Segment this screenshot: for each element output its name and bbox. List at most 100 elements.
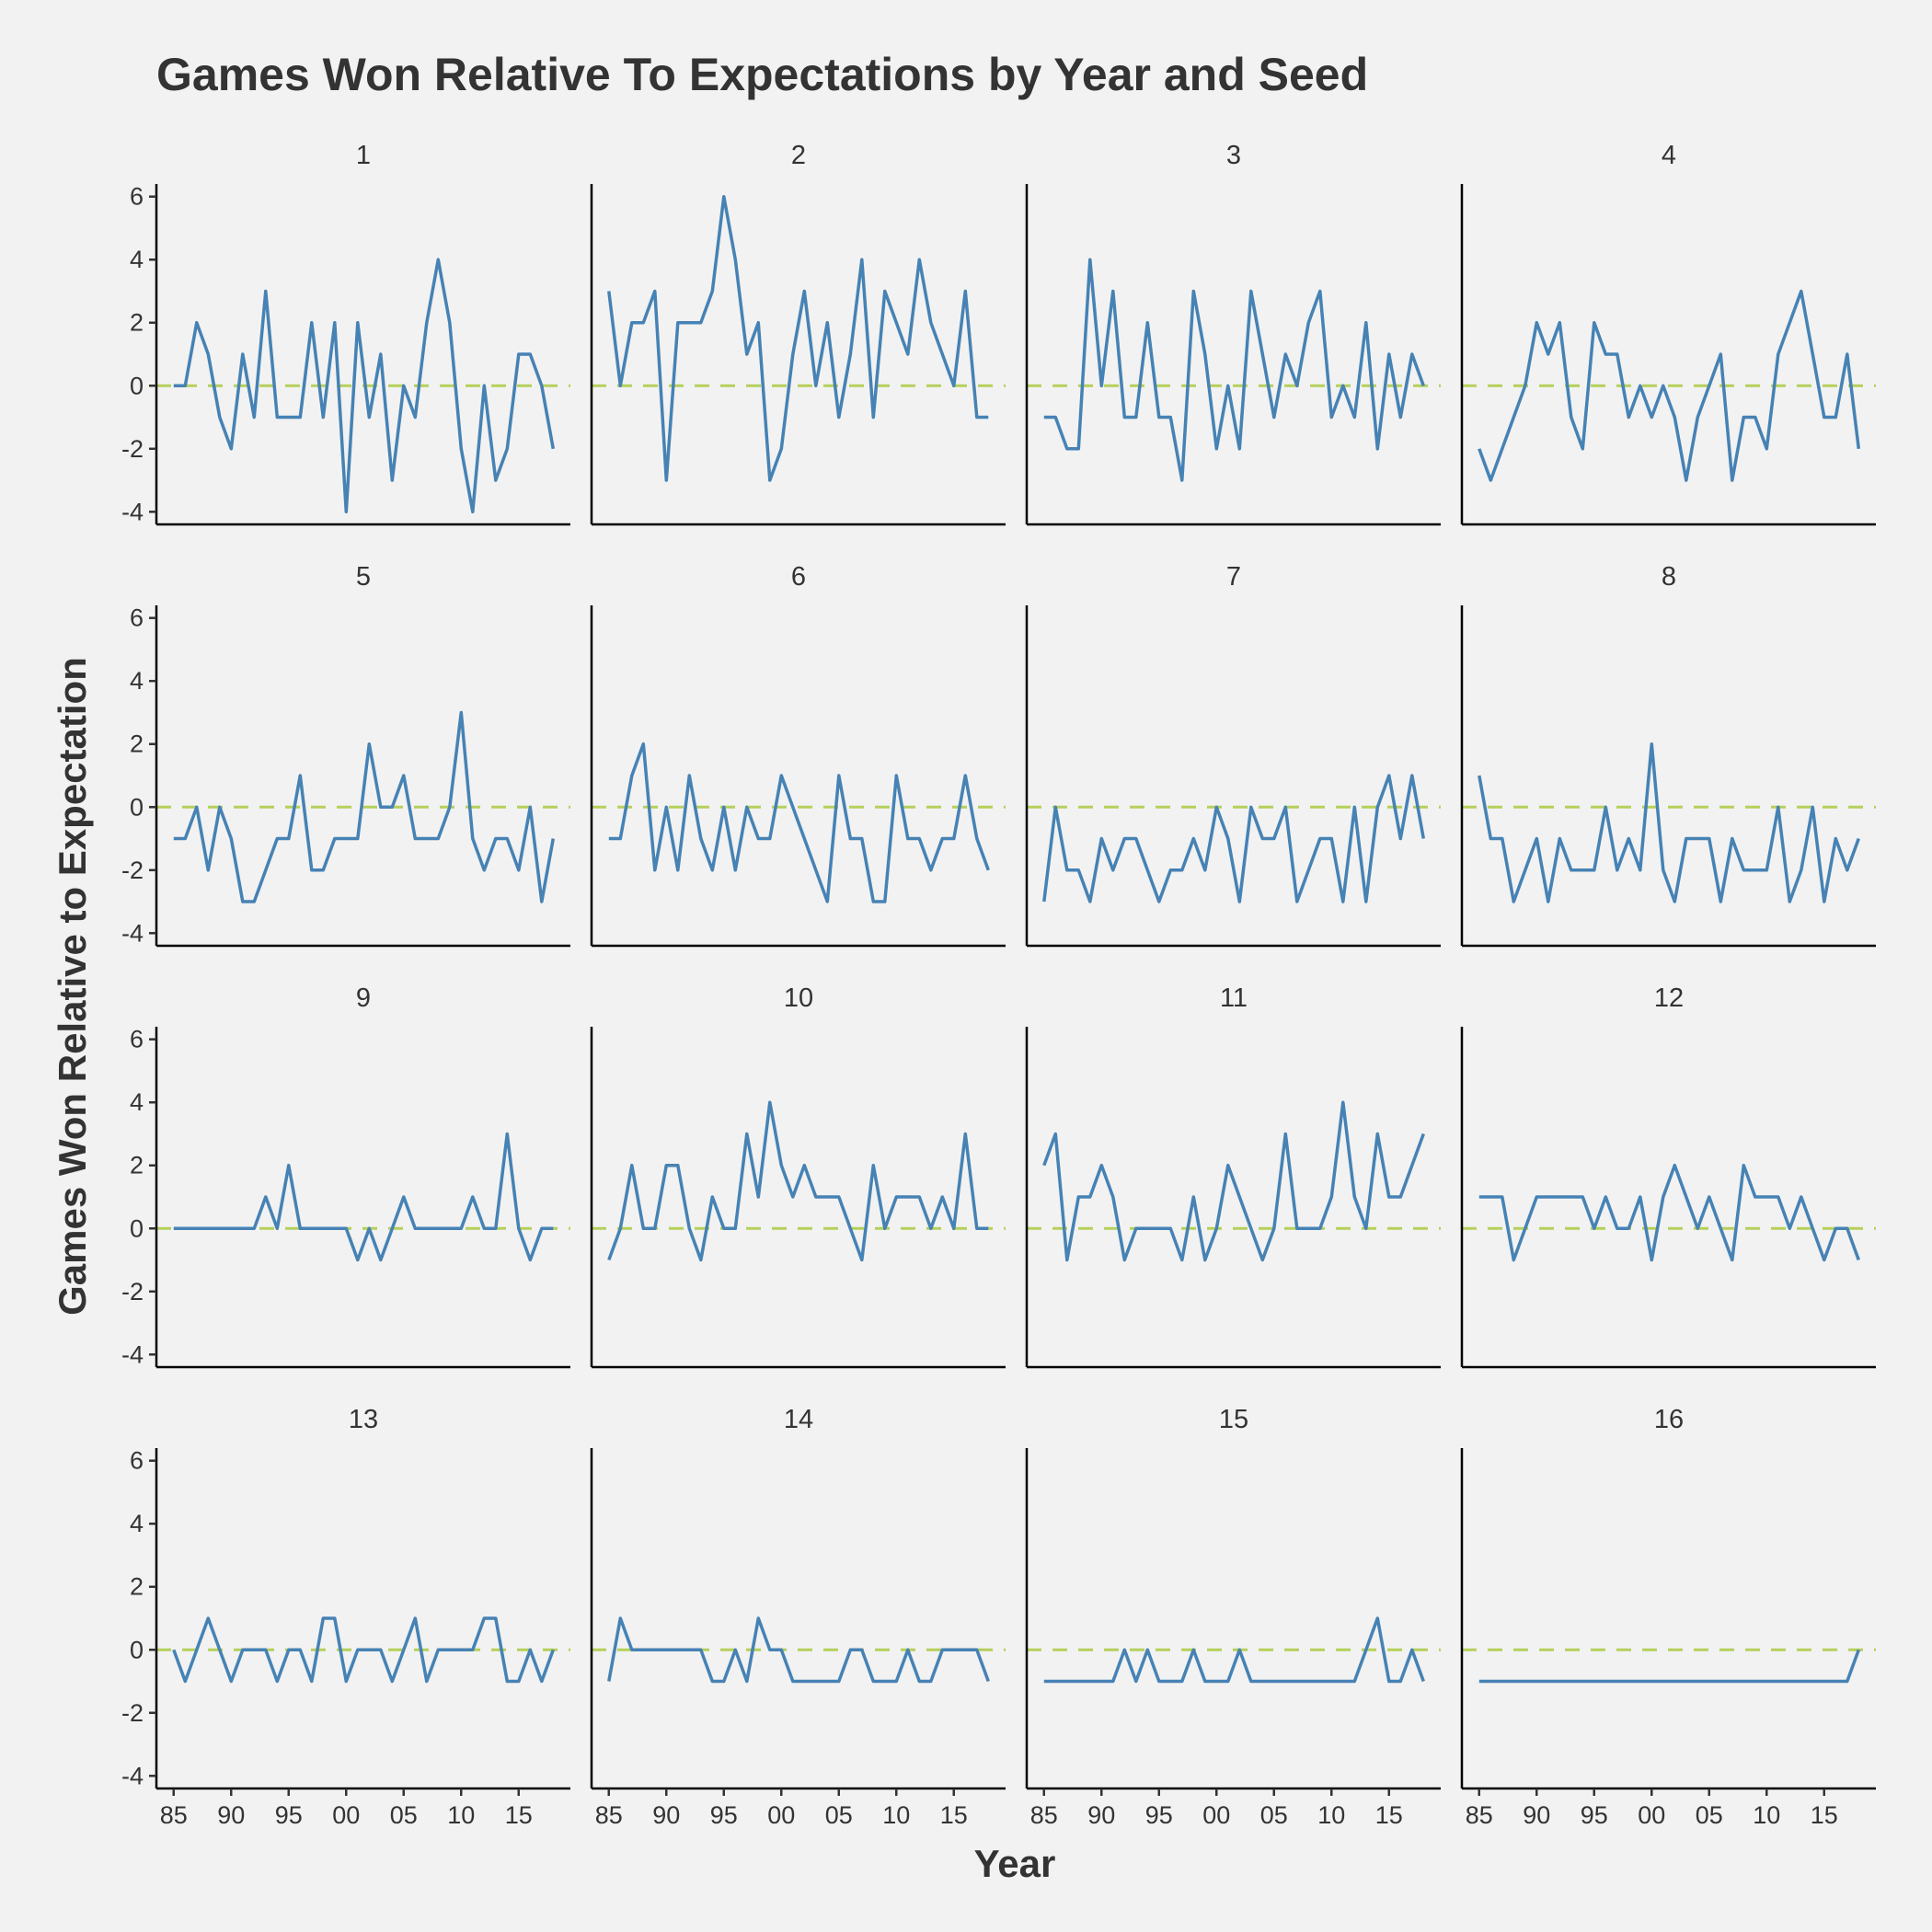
panel-label-1: 1 — [356, 141, 371, 170]
x-tick-label: 95 — [1145, 1801, 1173, 1829]
x-tick-label: 05 — [1696, 1801, 1723, 1829]
panel-label-14: 14 — [784, 1405, 813, 1434]
y-tick-label: -4 — [121, 1762, 144, 1789]
series-line-seed-9 — [173, 1132, 554, 1262]
panel-label-3: 3 — [1226, 141, 1241, 170]
panel-seed-15: 15 85 90 95 00 05 10 15 — [1025, 1405, 1441, 1829]
x-tick-label: 85 — [595, 1801, 623, 1829]
panel-seed-1: 1 -4 -2 0 2 4 6 — [121, 141, 570, 525]
x-tick-label: 00 — [332, 1801, 360, 1829]
y-tick-label: 2 — [130, 309, 144, 337]
panel-seed-7: 7 — [1025, 562, 1441, 948]
panel-seed-2: 2 — [590, 141, 1006, 526]
panel-label-4: 4 — [1662, 141, 1676, 170]
series-line-seed-2 — [607, 194, 989, 482]
y-tick-label: 6 — [130, 1447, 144, 1475]
panel-label-7: 7 — [1226, 562, 1241, 592]
y-tick-label: 0 — [130, 372, 144, 399]
panel-label-11: 11 — [1220, 983, 1248, 1013]
series-line-seed-10 — [607, 1100, 989, 1262]
panel-label-16: 16 — [1654, 1405, 1684, 1434]
x-tick-label: 15 — [1811, 1801, 1838, 1829]
panel-grid: 1 -4 -2 0 2 4 6 2 3 4 5 -4 -2 0 2 4 6 6 7 8 9 -4 -2 0 2 4 6 10 11 12 1… — [121, 141, 1876, 1829]
panel-label-9: 9 — [356, 983, 371, 1013]
x-tick-label: 85 — [160, 1801, 188, 1829]
x-tick-label: 15 — [1375, 1801, 1403, 1829]
panel-label-5: 5 — [356, 562, 371, 592]
panel-label-2: 2 — [791, 141, 806, 170]
y-tick-label: -2 — [121, 435, 144, 463]
y-tick-label: -4 — [121, 919, 144, 947]
x-tick-label: 05 — [825, 1801, 853, 1829]
y-tick-label: 0 — [130, 1636, 144, 1663]
series-line-seed-14 — [607, 1616, 990, 1684]
x-tick-label: 10 — [447, 1801, 475, 1829]
series-line-seed-1 — [173, 258, 556, 514]
panel-seed-12: 12 — [1460, 983, 1876, 1369]
x-tick-label: 00 — [1202, 1801, 1230, 1829]
panel-label-12: 12 — [1654, 983, 1684, 1013]
x-tick-label: 90 — [652, 1801, 680, 1829]
panel-label-8: 8 — [1662, 562, 1676, 592]
series-line-seed-16 — [1478, 1649, 1860, 1684]
x-tick-label: 15 — [940, 1801, 968, 1829]
panel-seed-11: 11 — [1025, 983, 1441, 1369]
x-tick-label: 10 — [1753, 1801, 1780, 1829]
y-tick-label: 0 — [130, 793, 144, 821]
series-line-seed-6 — [608, 742, 990, 903]
x-tick-label: 05 — [1260, 1801, 1288, 1829]
x-tick-label: 95 — [710, 1801, 738, 1829]
x-tick-label: 00 — [1638, 1801, 1665, 1829]
panel-seed-8: 8 — [1460, 562, 1876, 948]
y-tick-label: 2 — [130, 730, 144, 758]
series-line-seed-8 — [1478, 742, 1860, 903]
chart-title: Games Won Relative To Expectations by Ye… — [156, 49, 1368, 100]
x-tick-label: 90 — [1523, 1801, 1550, 1829]
series-line-seed-15 — [1043, 1616, 1425, 1684]
series-line-seed-13 — [172, 1616, 555, 1684]
x-tick-label: 00 — [767, 1801, 795, 1829]
panel-seed-9: 9 -4 -2 0 2 4 6 — [121, 983, 570, 1368]
x-tick-label: 85 — [1466, 1801, 1493, 1829]
panel-seed-4: 4 — [1460, 141, 1876, 526]
panel-label-15: 15 — [1219, 1405, 1248, 1434]
x-tick-label: 05 — [390, 1801, 418, 1829]
x-tick-label: 90 — [1087, 1801, 1115, 1829]
series-line-seed-12 — [1478, 1163, 1860, 1262]
y-tick-label: 6 — [130, 1026, 144, 1053]
series-line-seed-4 — [1478, 289, 1861, 482]
y-tick-label: 4 — [130, 667, 144, 695]
x-tick-label: 95 — [275, 1801, 303, 1829]
y-tick-label: -4 — [121, 1340, 144, 1368]
y-tick-label: -2 — [121, 1699, 144, 1727]
y-tick-label: 4 — [130, 1088, 144, 1116]
panel-seed-3: 3 — [1025, 141, 1441, 526]
x-tick-label: 10 — [882, 1801, 910, 1829]
y-axis-title: Games Won Relative to Expectation — [51, 657, 94, 1316]
x-tick-label: 95 — [1581, 1801, 1608, 1829]
panel-seed-16: 16 85 90 95 00 05 10 15 — [1460, 1405, 1876, 1829]
y-tick-label: -4 — [121, 498, 144, 525]
panel-label-6: 6 — [791, 562, 806, 592]
panel-label-13: 13 — [349, 1405, 378, 1434]
y-tick-label: -2 — [121, 1278, 144, 1305]
x-axis-title: Year — [974, 1842, 1056, 1885]
panel-seed-5: 5 -4 -2 0 2 4 6 — [121, 562, 570, 947]
y-tick-label: 2 — [130, 1573, 144, 1601]
x-tick-label: 85 — [1030, 1801, 1058, 1829]
y-tick-label: -2 — [121, 857, 144, 884]
x-tick-label: 90 — [217, 1801, 245, 1829]
y-tick-label: 4 — [130, 246, 144, 273]
x-tick-label: 10 — [1317, 1801, 1345, 1829]
series-line-seed-5 — [173, 710, 556, 903]
y-tick-label: 6 — [130, 604, 144, 632]
y-tick-label: 4 — [130, 1510, 144, 1537]
x-tick-label: 15 — [505, 1801, 533, 1829]
series-line-seed-3 — [1043, 258, 1425, 482]
series-line-seed-11 — [1042, 1100, 1425, 1262]
panel-label-10: 10 — [784, 983, 813, 1013]
y-tick-label: 6 — [130, 183, 144, 211]
y-tick-label: 2 — [130, 1152, 144, 1179]
y-tick-label: 0 — [130, 1214, 144, 1242]
